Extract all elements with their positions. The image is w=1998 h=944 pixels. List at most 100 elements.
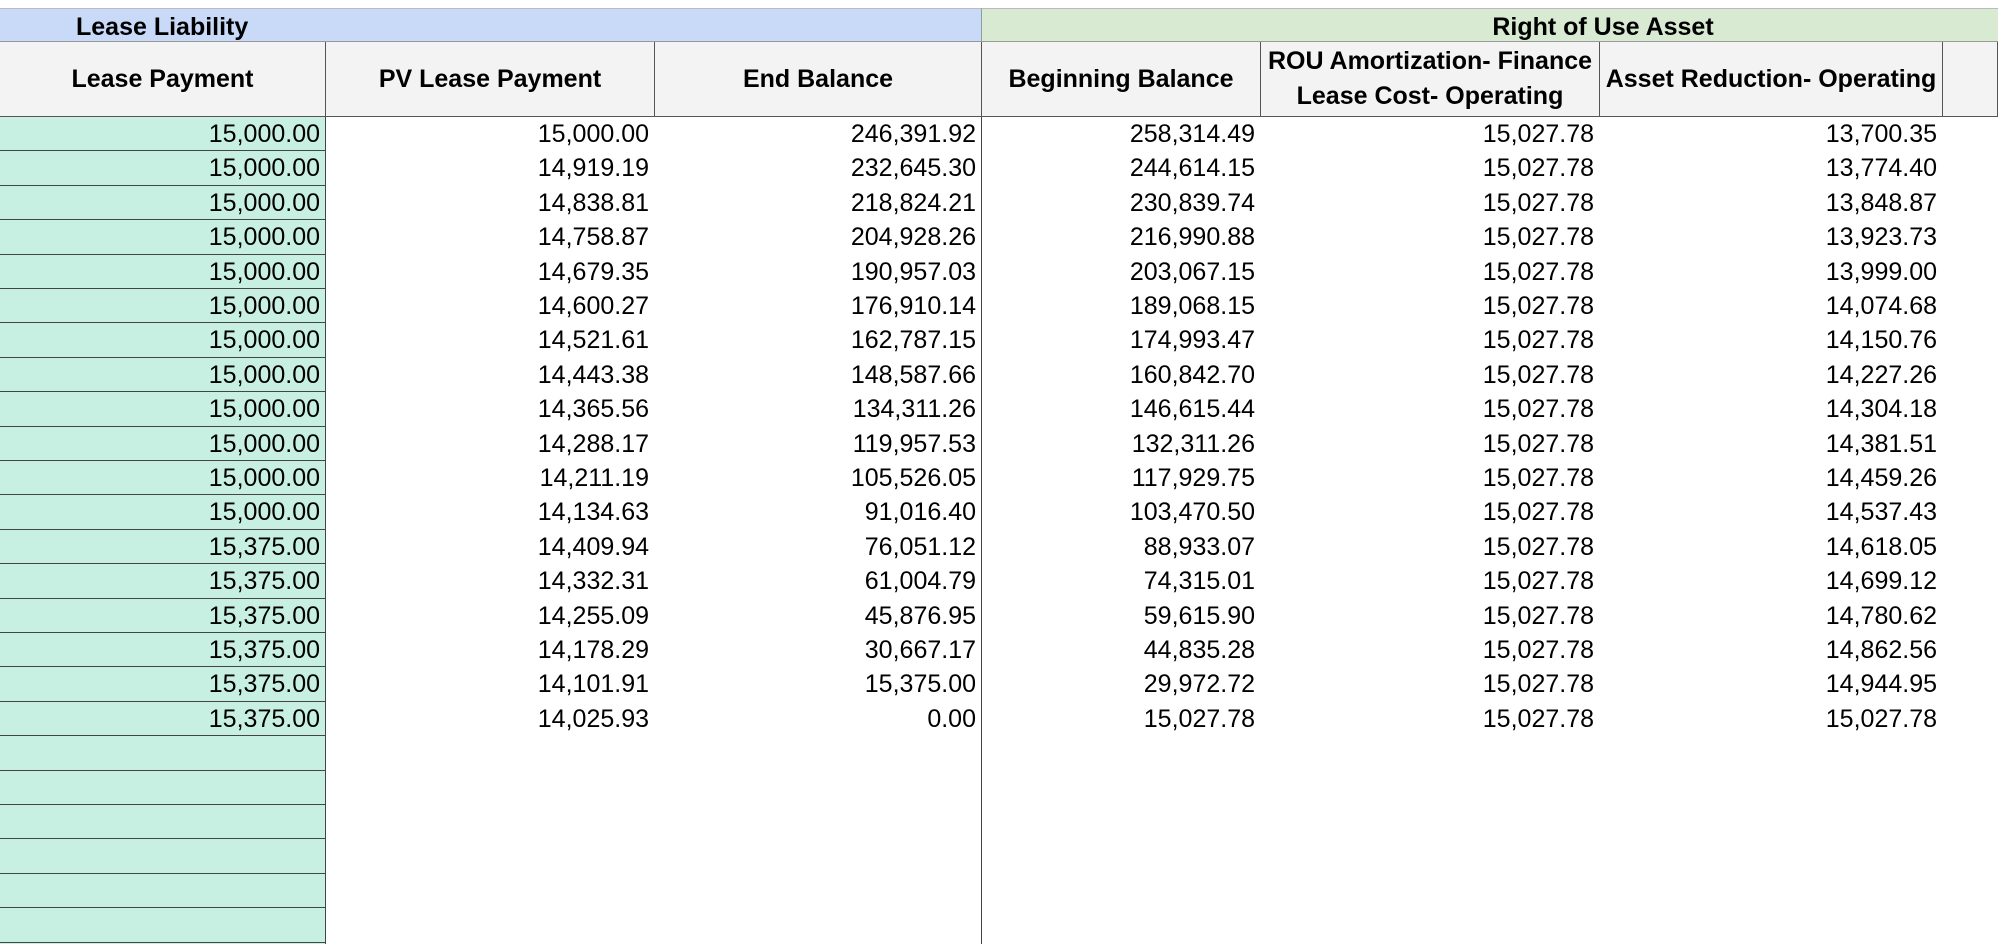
cell: 218,824.21 — [850, 188, 976, 217]
cell: 190,957.03 — [850, 257, 976, 286]
cell: 15,000.00 — [208, 120, 320, 148]
cell: 15,000.00 — [208, 223, 320, 252]
cell: 148,587.66 — [850, 360, 976, 389]
cell: 15,027.78 — [1482, 360, 1594, 389]
cell: 15,000.00 — [208, 360, 320, 389]
cell — [0, 529, 326, 565]
cell: 203,067.15 — [1129, 257, 1255, 286]
cell — [0, 667, 326, 702]
column-header — [1943, 42, 1998, 117]
cell: 117,929.75 — [1131, 464, 1255, 492]
cell — [0, 873, 326, 909]
cell: 14,699.12 — [1825, 567, 1937, 596]
cell — [0, 426, 326, 461]
cell: 15,027.78 — [1482, 326, 1594, 355]
cell — [0, 908, 326, 943]
cell — [0, 185, 326, 221]
cell: 15,027.78 — [1482, 704, 1594, 733]
cell: 15,000.00 — [208, 257, 320, 286]
cell — [0, 117, 326, 152]
cell: 14,150.76 — [1825, 326, 1937, 355]
cell: 14,409.94 — [537, 532, 649, 561]
cell: 160,842.70 — [1129, 360, 1255, 389]
cell: 76,051.12 — [864, 532, 976, 561]
cell: 15,375.00 — [208, 601, 320, 630]
cell: 15,027.78 — [1482, 154, 1594, 183]
cell: 14,521.61 — [537, 326, 649, 355]
cell: 14,211.19 — [539, 464, 649, 492]
cell: 15,000.00 — [208, 326, 320, 355]
cell: 15,027.78 — [1482, 188, 1594, 217]
cell: 15,027.78 — [1825, 704, 1937, 733]
cell: 103,470.50 — [1129, 498, 1255, 527]
cell: 15,027.78 — [1482, 257, 1594, 286]
cell — [0, 323, 326, 358]
cell: 15,000.00 — [208, 429, 320, 458]
cell: 15,375.00 — [208, 670, 320, 699]
cell: 15,027.78 — [1482, 532, 1594, 561]
cell: 15,375.00 — [208, 704, 320, 733]
cell — [0, 805, 326, 840]
cell — [0, 564, 326, 599]
cell: 14,618.05 — [1825, 532, 1937, 561]
column-divider — [981, 117, 982, 944]
cell: 15,027.78 — [1143, 704, 1255, 733]
cell: 91,016.40 — [864, 498, 976, 527]
cell: 15,000.00 — [208, 154, 320, 183]
cell: 162,787.15 — [850, 326, 976, 355]
cell: 15,027.78 — [1482, 429, 1594, 458]
cell: 29,972.72 — [1143, 670, 1255, 699]
cell — [0, 633, 326, 668]
cell: 15,027.78 — [1482, 120, 1594, 148]
cell: 14,025.93 — [537, 704, 649, 733]
cell: 14,679.35 — [537, 257, 649, 286]
column-header: End Balance — [655, 42, 982, 117]
cell: 14,919.19 — [537, 154, 649, 183]
cell: 216,990.88 — [1129, 223, 1255, 252]
cell — [0, 392, 326, 427]
cell — [0, 254, 326, 289]
cell: 15,027.78 — [1482, 636, 1594, 664]
cell: 15,000.00 — [208, 498, 320, 527]
cell: 15,027.78 — [1482, 464, 1594, 492]
cell: 14,758.87 — [537, 223, 649, 252]
cell: 45,876.95 — [864, 601, 976, 630]
column-header: Beginning Balance — [982, 42, 1261, 117]
cell: 258,314.49 — [1129, 120, 1255, 148]
cell: 14,074.68 — [1825, 292, 1937, 320]
cell: 15,027.78 — [1482, 395, 1594, 424]
cell: 14,134.63 — [537, 498, 649, 527]
group-header: Right of Use Asset — [982, 8, 1998, 42]
cell: 61,004.79 — [864, 567, 976, 596]
cell — [0, 461, 326, 496]
cell: 232,645.30 — [850, 154, 976, 183]
column-header: PV Lease Payment — [326, 42, 655, 117]
cell: 15,027.78 — [1482, 670, 1594, 699]
cell: 14,600.27 — [537, 292, 649, 320]
cell: 88,933.07 — [1143, 532, 1255, 561]
cell: 132,311.26 — [1131, 429, 1255, 458]
column-header: ROU Amortization- Finance Lease Cost- Op… — [1261, 42, 1600, 117]
cell: 189,068.15 — [1129, 292, 1255, 320]
column-header: Lease Payment — [0, 42, 326, 117]
cell — [0, 701, 326, 737]
cell: 14,862.56 — [1825, 636, 1937, 664]
cell: 15,027.78 — [1482, 601, 1594, 630]
cell — [0, 598, 326, 633]
cell: 146,615.44 — [1129, 395, 1255, 424]
cell: 44,835.28 — [1143, 636, 1255, 664]
cell: 14,381.51 — [1825, 429, 1937, 458]
cell: 15,027.78 — [1482, 223, 1594, 252]
cell: 15,375.00 — [208, 567, 320, 596]
cell: 14,459.26 — [1825, 464, 1937, 492]
cell: 15,000.00 — [208, 464, 320, 492]
cell: 176,910.14 — [850, 292, 976, 320]
cell: 15,375.00 — [208, 636, 320, 664]
cell — [0, 151, 326, 186]
cell — [0, 289, 326, 324]
cell: 174,993.47 — [1129, 326, 1255, 355]
cell: 14,332.31 — [537, 567, 649, 596]
cell — [0, 220, 326, 255]
cell: 204,928.26 — [850, 223, 976, 252]
